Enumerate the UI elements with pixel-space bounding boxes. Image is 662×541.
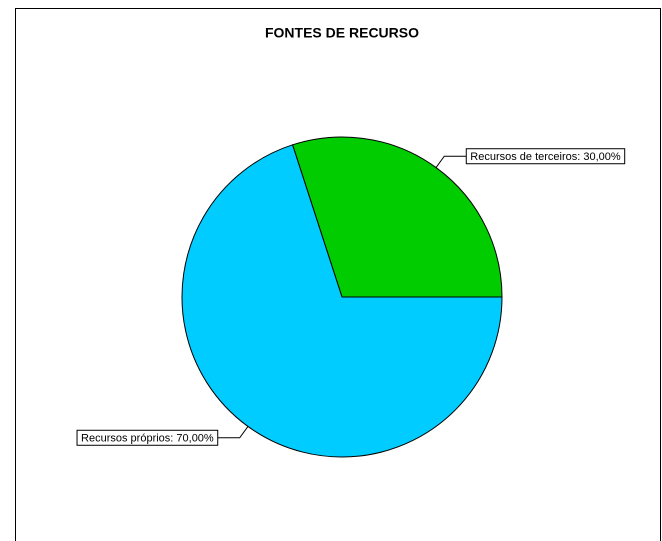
pie-slice — [291, 136, 503, 298]
leader-line — [435, 155, 467, 168]
chart-title: FONTES DE RECURSO — [265, 25, 419, 41]
data-label: Recursos próprios: 70,00% — [81, 433, 214, 445]
pie-slice — [181, 144, 503, 458]
label-box — [465, 148, 626, 165]
data-label: Recursos de terceiros: 30,00% — [470, 151, 621, 163]
leader-line — [217, 426, 249, 439]
label-box — [76, 429, 219, 446]
